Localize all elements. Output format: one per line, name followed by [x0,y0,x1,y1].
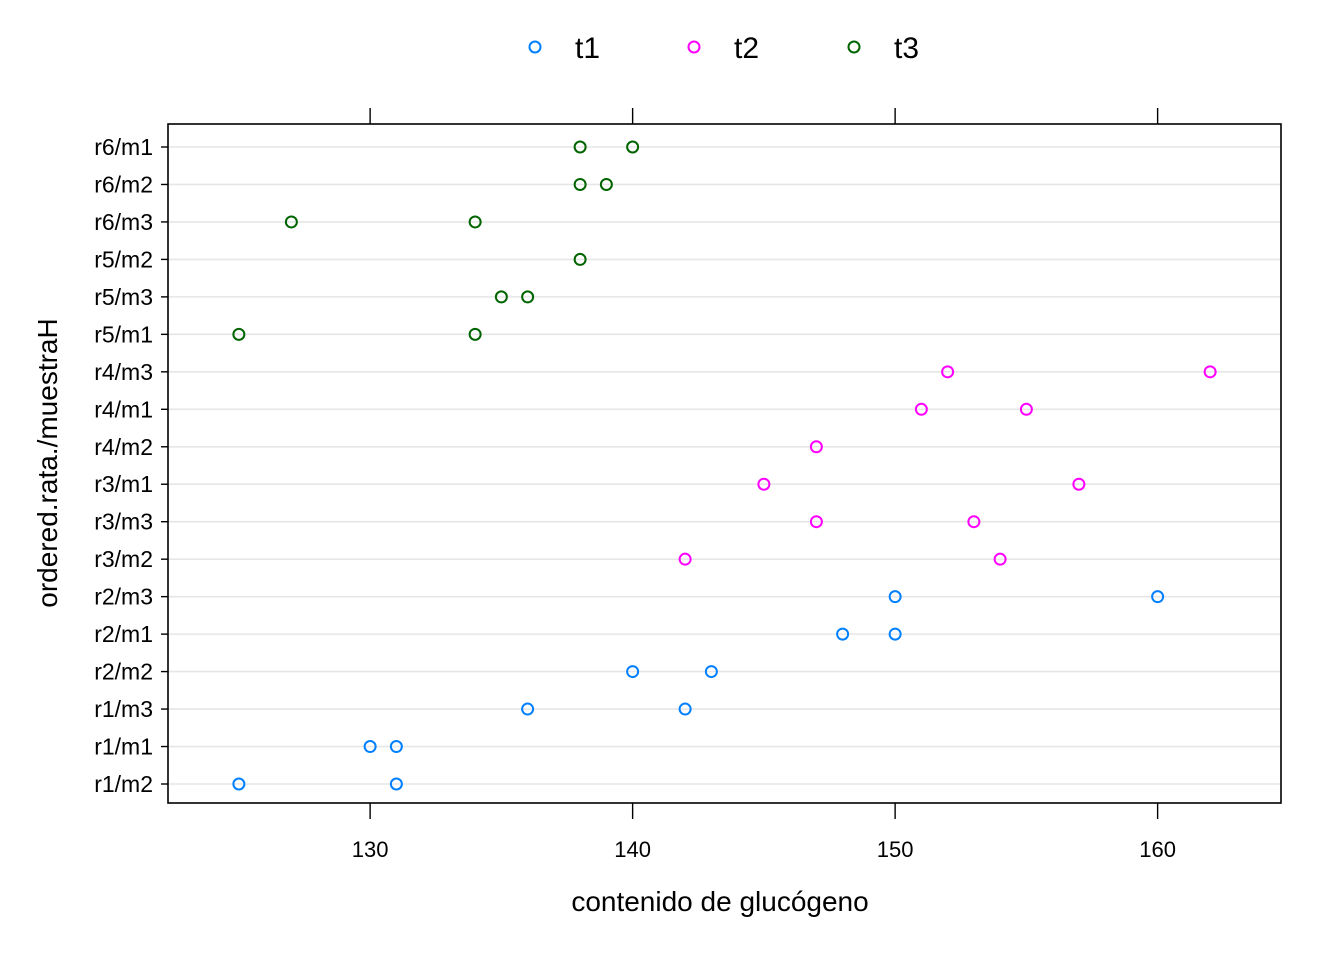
y-tick-label-r5-m1: r5/m1 [94,321,153,347]
point-t2-r4-m3-10 [1203,365,1217,379]
point-t1-r2-m3-10 [888,590,902,604]
point-t3-r6-m2-7 [573,177,587,191]
point-t2-r4-m3-9 [941,365,955,379]
legend-item-t1: t1 [528,32,600,65]
point-t1-r2-m1-8 [836,627,850,641]
legend-marker-t1 [528,40,542,54]
data-points [232,140,1217,791]
y-tick-label-r1-m3: r1/m3 [94,696,153,722]
point-t2-r3-m1-5 [1072,477,1086,491]
point-t1-r2-m2-7 [704,665,718,679]
point-t1-r2-m1-9 [888,627,902,641]
y-tick-label-r2-m2: r2/m2 [94,659,153,685]
point-t3-r6-m3-6 [468,215,482,229]
point-t1-r1-m1-2 [363,740,377,754]
point-t2-r3-m1-4 [757,477,771,491]
point-t1-r1-m1-3 [389,740,403,754]
y-tick-label-r4-m3: r4/m3 [94,359,153,385]
y-tick-label-r6-m2: r6/m2 [94,171,153,197]
point-t1-r1-m2-1 [389,777,403,791]
y-tick-label-r2-m3: r2/m3 [94,584,153,610]
point-t2-r4-m2-6 [809,440,823,454]
point-t3-r6-m2-8 [599,177,613,191]
y-axis-title: ordered.rata./muestraH [32,318,63,607]
y-tick-label-r2-m1: r2/m1 [94,621,153,647]
y-tick-label-r1-m1: r1/m1 [94,734,153,760]
point-t2-r3-m3-3 [967,515,981,529]
x-axis-top-ticks [369,108,1159,124]
point-t2-r4-m1-8 [1019,402,1033,416]
point-t3-r6-m1-9 [573,140,587,154]
y-tick-label-r6-m1: r6/m1 [94,134,153,160]
y-tick-label-r5-m3: r5/m3 [94,284,153,310]
point-t1-r1-m3-4 [521,702,535,716]
point-t1-r2-m2-6 [626,665,640,679]
point-t3-r6-m1-10 [626,140,640,154]
point-t3-r6-m3-5 [284,215,298,229]
point-t3-r5-m1-0 [232,327,246,341]
x-tick-label-160: 160 [1139,837,1176,862]
gridlines [168,146,1281,785]
legend-label-t1: t1 [575,32,600,65]
plot-panel [167,123,1282,804]
point-t3-r5-m2-4 [573,252,587,266]
point-t2-r4-m1-7 [914,402,928,416]
x-axis-title: contenido de glucógeno [571,886,868,917]
legend-item-t2: t2 [687,32,759,65]
point-t2-r3-m2-0 [678,552,692,566]
legend-label-t3: t3 [894,32,919,65]
y-axis: r1/m2 r1/m1 r1/m3 r2/m2 r2/m1 r2/m3 r3/m2 r3/m3… [94,134,168,797]
y-tick-label-r6-m3: r6/m3 [94,209,153,235]
y-tick-label-r1-m2: r1/m2 [94,771,153,797]
point-t3-r5-m3-2 [494,290,508,304]
y-tick-label-r3-m3: r3/m3 [94,509,153,535]
y-tick-label-r5-m2: r5/m2 [94,246,153,272]
legend: t1 t2 t3 [528,32,919,65]
y-tick-label-r4-m1: r4/m1 [94,396,153,422]
x-axis-bottom: 130 140 150 160 [352,803,1176,862]
point-t2-r3-m2-1 [993,552,1007,566]
point-t2-r3-m3-2 [809,515,823,529]
point-t3-r5-m1-1 [468,327,482,341]
x-tick-label-130: 130 [352,837,389,862]
point-t1-r1-m2-0 [232,777,246,791]
y-tick-label-r4-m2: r4/m2 [94,434,153,460]
x-tick-label-150: 150 [877,837,914,862]
legend-marker-t3 [847,40,861,54]
legend-label-t2: t2 [734,32,759,65]
point-t1-r1-m3-5 [678,702,692,716]
legend-marker-t2 [687,40,701,54]
point-t1-r2-m3-11 [1151,590,1165,604]
y-tick-label-r3-m1: r3/m1 [94,471,153,497]
x-tick-label-140: 140 [614,837,651,862]
legend-item-t3: t3 [847,32,919,65]
point-t3-r5-m3-3 [521,290,535,304]
y-tick-label-r3-m2: r3/m2 [94,546,153,572]
